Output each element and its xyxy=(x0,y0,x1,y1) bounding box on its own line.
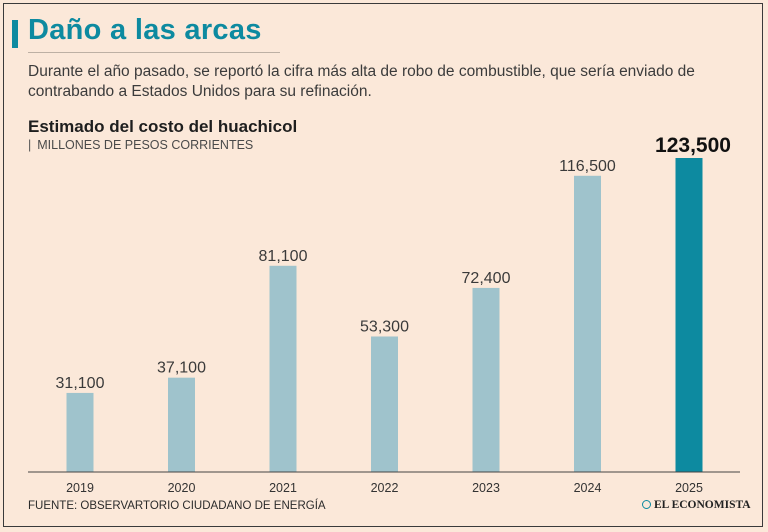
unit-pipe-divider: | xyxy=(28,138,32,152)
infographic-frame xyxy=(3,3,763,527)
chart-unit-text: MILLONES DE PESOS CORRIENTES xyxy=(37,138,254,152)
x-tick-label-2023: 2023 xyxy=(472,481,500,495)
data-label-2021: 81,100 xyxy=(259,248,308,265)
brand-globe-icon xyxy=(642,500,651,509)
data-label-2022: 53,300 xyxy=(360,318,409,335)
x-tick-label-2022: 2022 xyxy=(371,481,399,495)
infographic-subtitle: Durante el año pasado, se reportó la cif… xyxy=(28,63,695,100)
title-accent-bar xyxy=(12,20,18,48)
bar-2021 xyxy=(269,265,297,472)
chart-title: Estimado del costo del huachicol xyxy=(28,117,298,136)
brand-logo: EL ECONOMISTA xyxy=(642,499,751,511)
bar-2019 xyxy=(66,392,94,472)
bar-2024 xyxy=(574,175,601,472)
data-label-2025: 123,500 xyxy=(655,134,731,157)
title-divider xyxy=(28,52,280,53)
x-tick-label-2024: 2024 xyxy=(574,481,602,495)
brand-name: EL ECONOMISTA xyxy=(654,499,751,511)
bar-2025 xyxy=(675,158,703,472)
data-label-2023: 72,400 xyxy=(462,270,511,287)
data-label-2019: 31,100 xyxy=(56,375,105,392)
data-label-2020: 37,100 xyxy=(157,360,206,377)
chart-unit-label: | MILLONES DE PESOS CORRIENTES xyxy=(28,138,253,152)
data-label-2024: 116,500 xyxy=(559,158,616,175)
x-tick-label-2020: 2020 xyxy=(168,481,196,495)
source-note: FUENTE: OBSERVARTORIO CIUDADANO DE ENERG… xyxy=(28,500,326,512)
x-tick-label-2025: 2025 xyxy=(675,481,703,495)
x-tick-label-2019: 2019 xyxy=(66,481,94,495)
bar-2022 xyxy=(371,336,398,472)
bar-2020 xyxy=(168,377,195,472)
bar-2023 xyxy=(472,287,500,472)
x-tick-label-2021: 2021 xyxy=(269,481,297,495)
infographic-title: Daño a las arcas xyxy=(28,14,262,46)
